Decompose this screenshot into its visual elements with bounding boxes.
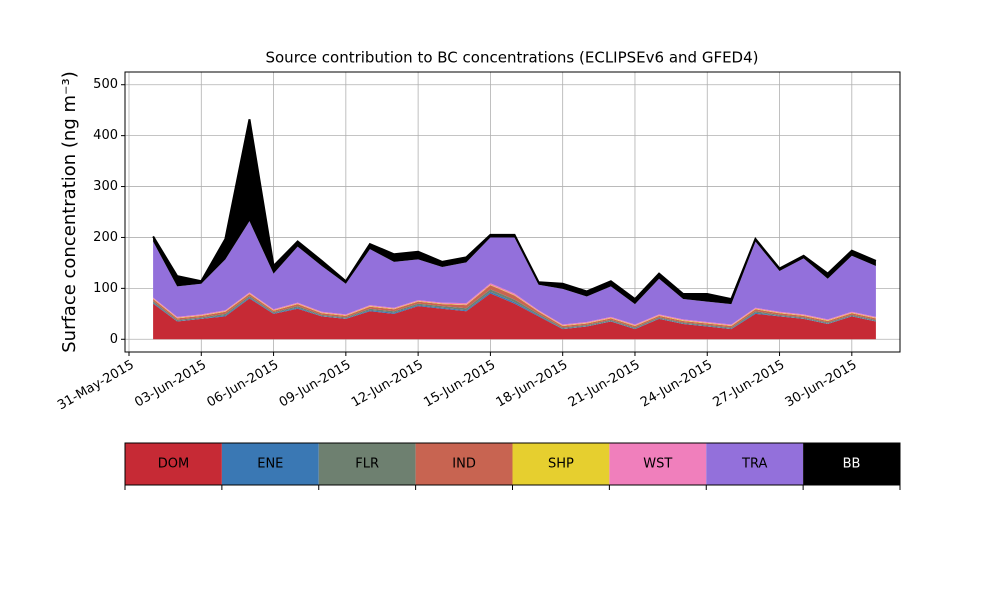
legend-swatch (221, 443, 319, 485)
legend-label: DOM (158, 457, 189, 472)
area (153, 293, 876, 340)
legend-label: ENE (257, 457, 283, 472)
legend-label: FLR (355, 457, 379, 472)
chart-title: Source contribution to BC concentrations… (265, 49, 758, 67)
legend-swatch (415, 443, 513, 485)
legend: DOM ENE FLR IND SHP WST TRA BB (124, 442, 901, 490)
legend-swatch (706, 443, 804, 485)
y-tick-label: 300 (93, 179, 118, 194)
legend-swatch (609, 443, 707, 485)
legend-frame (124, 442, 901, 486)
legend-label: IND (452, 457, 476, 472)
legend-swatch (803, 443, 900, 485)
legend-swatch (512, 443, 610, 485)
legend-label: WST (643, 457, 672, 472)
legend-label: SHP (548, 457, 574, 472)
y-tick-label: 500 (93, 77, 118, 92)
y-tick-label: 100 (93, 281, 118, 296)
area (153, 221, 876, 325)
legend-swatch (125, 443, 222, 485)
legend-label: TRA (741, 457, 767, 472)
axes-frame (124, 71, 901, 353)
legend-label: BB (843, 457, 861, 472)
legend-swatch (318, 443, 416, 485)
total-line (152, 119, 877, 301)
y-tick-label: 200 (93, 230, 118, 245)
y-axis-label: Surface concentration (ng m⁻³) (59, 71, 80, 353)
y-tick-label: 0 (110, 332, 118, 347)
y-tick-label: 400 (93, 128, 118, 143)
